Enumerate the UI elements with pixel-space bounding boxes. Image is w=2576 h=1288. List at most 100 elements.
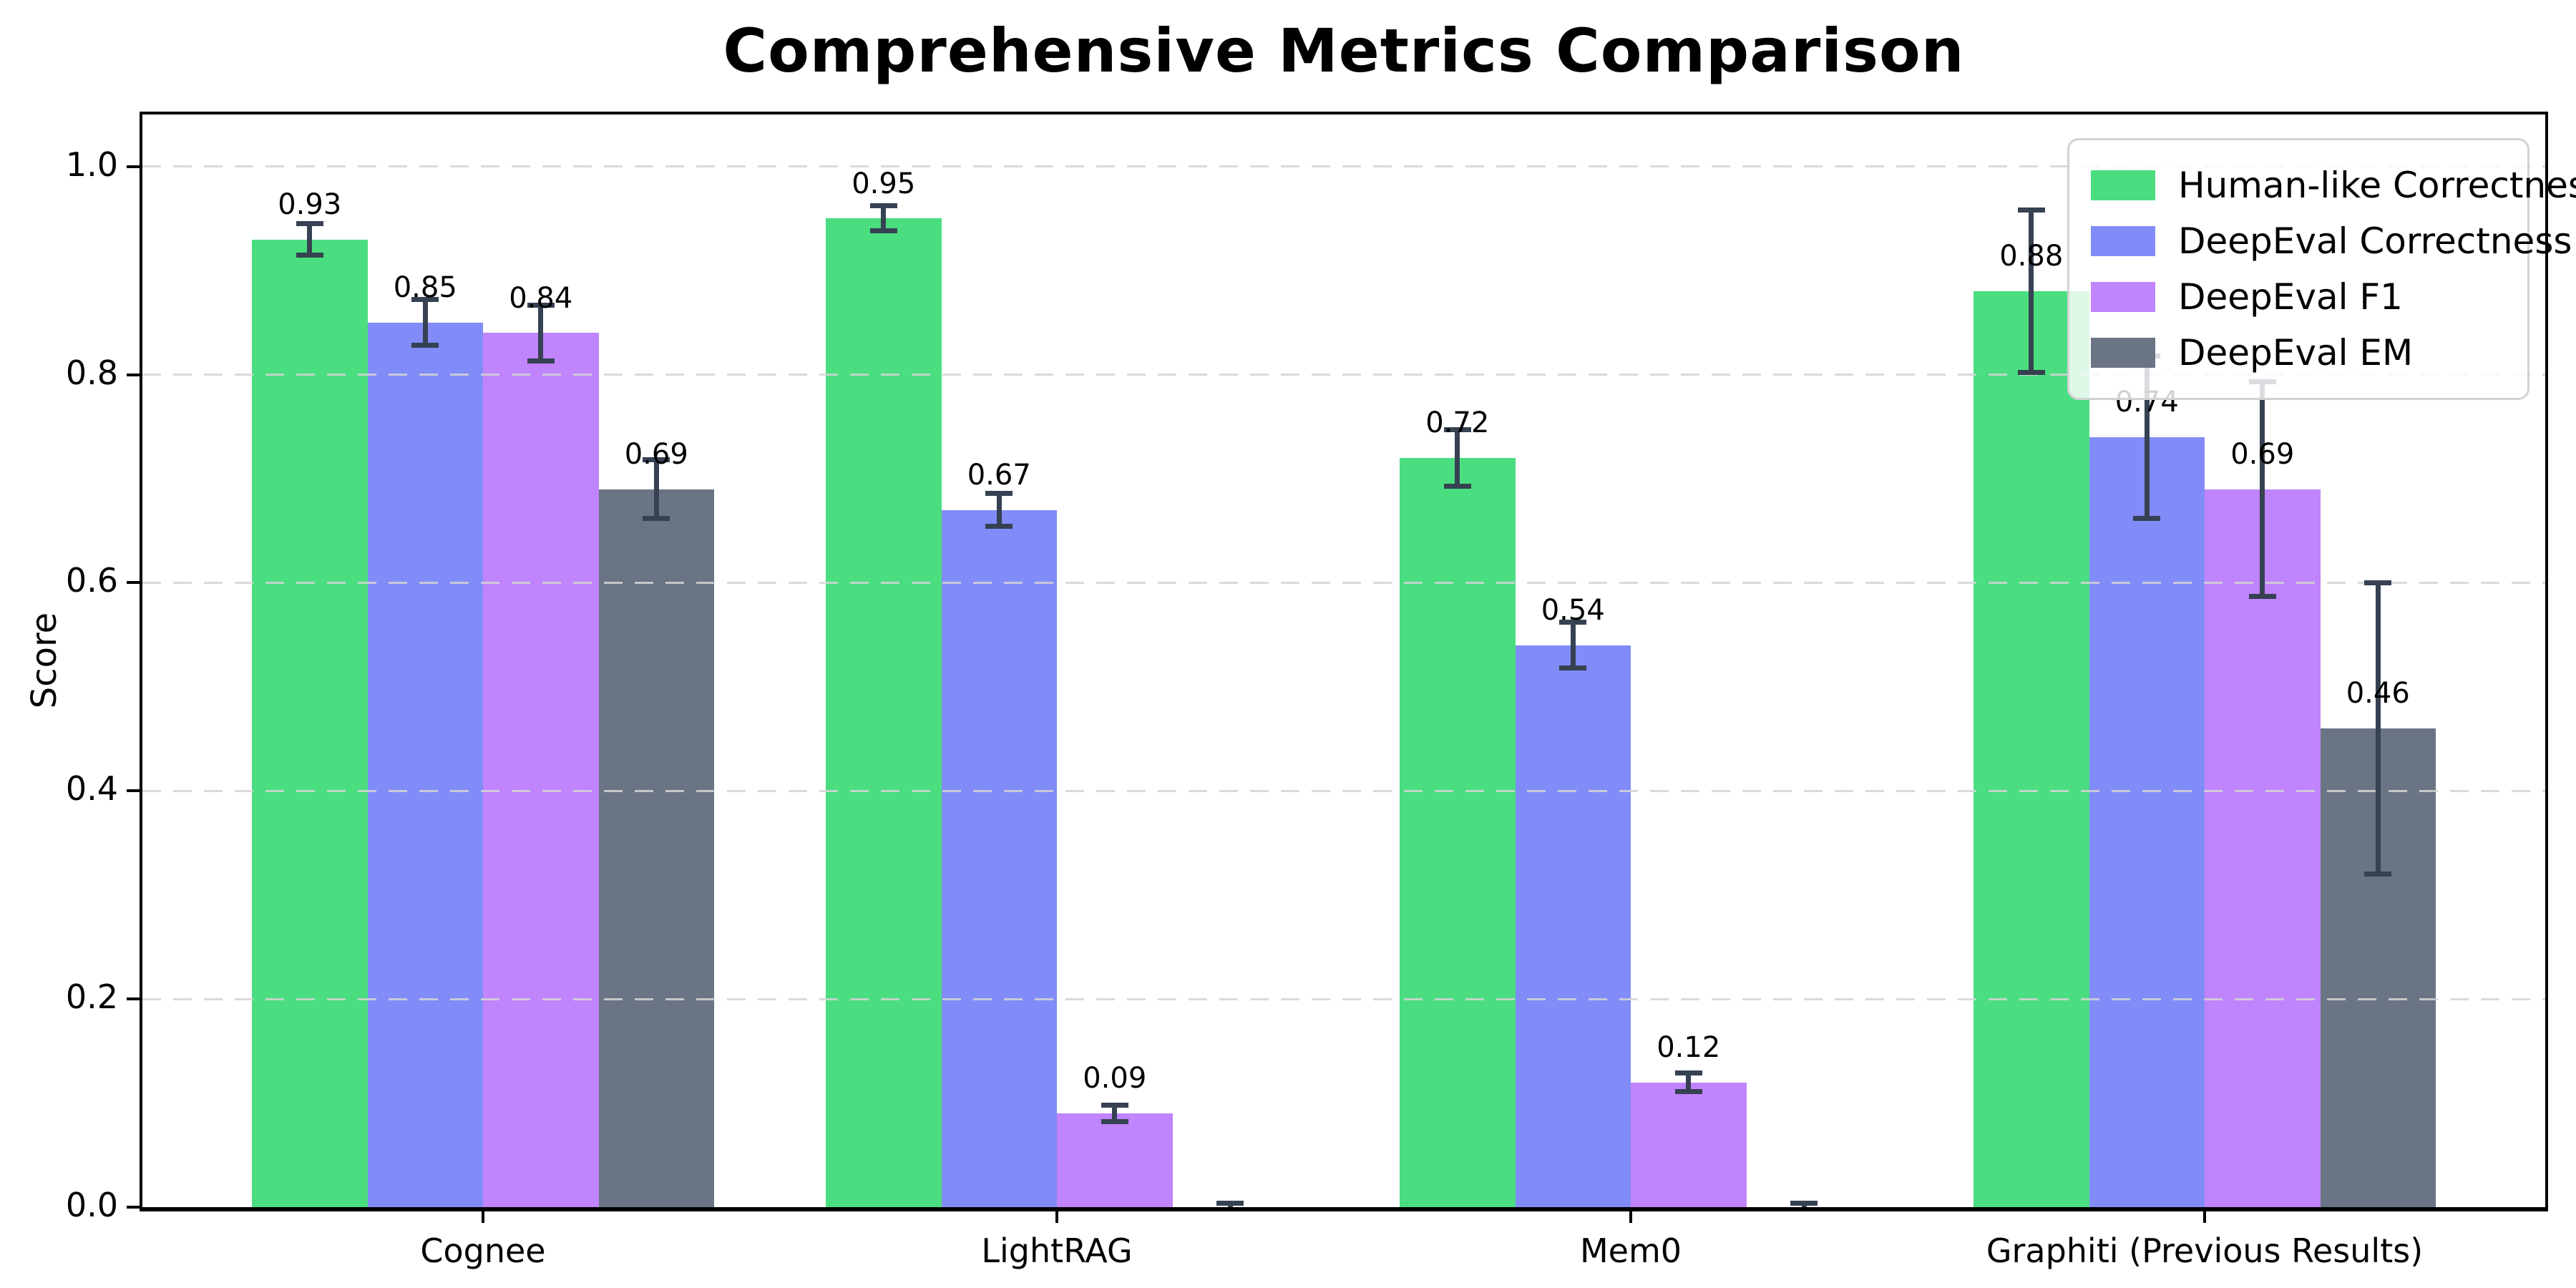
bar [2089,436,2205,1207]
gridline [142,374,2545,376]
bar-value-label: 0.88 [1999,240,2064,273]
error-bar [996,493,1002,527]
x-tick-label: Graphiti (Previous Results) [1986,1231,2424,1270]
y-tick-label: 0.0 [65,1186,118,1224]
bar-value-label: 0.54 [1541,593,1605,627]
error-bar-cap-top [2364,580,2392,585]
x-tick-label: LightRAG [981,1231,1133,1270]
error-bar [653,459,659,519]
error-bar-cap-top [1101,1102,1128,1108]
error-bar [2029,210,2034,373]
error-bar-cap-top [1216,1200,1244,1206]
error-bar [307,223,313,255]
bar-value-label: 0.69 [624,437,688,471]
y-tick-label: 0.2 [65,977,118,1017]
error-bar-cap-top [296,221,323,227]
bar-value-label: 0.72 [1425,406,1490,440]
error-bar-cap-bottom [1443,483,1471,489]
bar [2205,489,2321,1207]
legend-label: DeepEval Correctness [2178,220,2572,262]
error-bar [538,305,544,361]
y-tick [127,789,142,793]
legend-label: DeepEval EM [2178,332,2414,374]
error-bar [1112,1105,1118,1122]
bar [1515,645,1631,1207]
legend-item: DeepEval Correctness [2091,213,2572,269]
error-bar-cap-top [869,203,897,209]
error-bar [1570,622,1576,668]
gridline [142,165,2545,168]
y-tick [127,373,142,376]
error-bar [881,206,887,231]
error-bar-cap-top [1674,1070,1702,1075]
y-tick [127,165,142,168]
error-bar [2375,582,2381,874]
bar-value-label: 0.09 [1083,1062,1147,1096]
y-tick [127,997,142,1001]
bar-value-label: 0.67 [967,458,1031,492]
y-tick-label: 1.0 [65,145,118,184]
bar [483,333,599,1207]
bar [1631,1082,1747,1207]
x-tick [482,1209,484,1223]
gridline [142,581,2545,584]
error-bar [2260,381,2265,597]
x-tick-label: Mem0 [1579,1231,1682,1270]
y-tick [127,581,142,585]
error-bar [1686,1073,1692,1092]
error-bar-cap-bottom [2248,593,2276,599]
error-bar-cap-bottom [1559,665,1587,671]
error-bar-cap-bottom [2017,370,2045,376]
legend-swatch [2091,226,2155,256]
legend-item: Human-like Correctness [2091,157,2576,213]
bar-value-label: 0.93 [278,187,342,221]
error-bar-cap-top [643,457,670,463]
error-bar [1455,429,1460,487]
bar [1400,457,1516,1207]
bar-value-label: 0.85 [393,270,457,304]
error-bar-cap-top [985,490,1013,496]
y-tick-label: 0.8 [65,353,118,392]
legend-swatch [2091,282,2155,312]
bar [598,489,714,1207]
error-bar-cap-top [2017,208,2045,213]
error-bar-cap-bottom [1674,1089,1702,1095]
legend: Human-like Correctness DeepEval Correctne… [2067,138,2576,400]
y-tick-label: 0.4 [65,769,118,809]
error-bar-cap-bottom [296,252,323,258]
error-bar [2144,356,2150,519]
error-bar-cap-top [1790,1200,1818,1206]
x-tick-label: Cognee [420,1231,546,1270]
bar-value-label: 0.95 [852,167,916,200]
bar-value-label: 0.84 [509,281,573,315]
legend-label: DeepEval F1 [2178,276,2403,318]
x-tick [1629,1209,1632,1223]
error-bar-cap-bottom [411,343,439,348]
error-bar-cap-bottom [2133,515,2161,521]
error-bar-cap-top [527,302,555,308]
error-bar-cap-bottom [527,358,555,364]
x-tick [2203,1209,2206,1223]
bar-value-label: 0.12 [1657,1030,1721,1064]
bar [941,509,1057,1207]
legend-item: DeepEval EM [2091,325,2506,381]
error-bar-cap-bottom [643,515,670,521]
bar [367,322,483,1207]
bar [826,218,942,1207]
bar-value-label: 0.46 [2346,677,2410,711]
error-bar-cap-bottom [1101,1119,1128,1125]
bar-value-label: 0.69 [2230,437,2295,471]
legend-swatch [2091,338,2155,368]
bar [252,239,368,1207]
legend-item: DeepEval F1 [2091,269,2506,325]
legend-swatch [2091,170,2155,200]
y-axis-label: Score [24,612,64,709]
y-tick-label: 0.6 [65,561,118,600]
gridline [142,997,2545,1000]
chart-title: Comprehensive Metrics Comparison [723,16,1965,86]
error-bar-cap-top [1443,427,1471,433]
y-tick [127,1206,142,1209]
bar [1057,1113,1173,1207]
legend-label: Human-like Correctness [2178,165,2576,206]
